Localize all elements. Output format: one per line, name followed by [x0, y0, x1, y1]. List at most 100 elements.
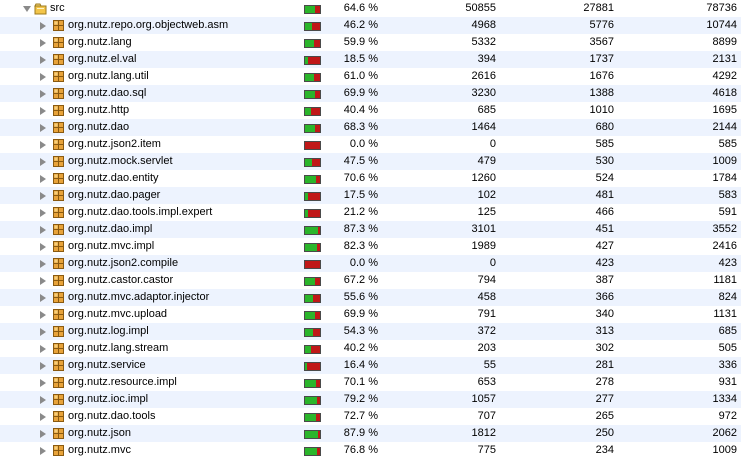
disclosure-triangle-right-icon[interactable] — [39, 378, 46, 387]
disclosure-triangle-right-icon[interactable] — [39, 174, 46, 183]
table-row[interactable]: org.nutz.json 87.9 % 1812 250 2062 — [0, 425, 741, 442]
disclosure-triangle[interactable] — [38, 442, 47, 459]
disclosure-triangle-right-icon[interactable] — [39, 191, 46, 200]
table-row[interactable]: org.nutz.dao.sql 69.9 % 3230 1388 4618 — [0, 85, 741, 102]
disclosure-triangle[interactable] — [38, 204, 47, 221]
disclosure-triangle[interactable] — [38, 221, 47, 238]
disclosure-triangle-right-icon[interactable] — [39, 259, 46, 268]
disclosure-triangle-right-icon[interactable] — [39, 446, 46, 455]
disclosure-triangle-right-icon[interactable] — [39, 412, 46, 421]
coverage-percent: 40.4 % — [343, 104, 378, 116]
disclosure-triangle[interactable] — [38, 272, 47, 289]
table-row[interactable]: org.nutz.mock.servlet 47.5 % 479 530 100… — [0, 153, 741, 170]
disclosure-triangle[interactable] — [38, 170, 47, 187]
disclosure-triangle[interactable] — [38, 340, 47, 357]
disclosure-triangle-down-icon[interactable] — [22, 5, 31, 12]
disclosure-triangle-right-icon[interactable] — [39, 72, 46, 81]
disclosure-triangle-right-icon[interactable] — [39, 429, 46, 438]
disclosure-triangle[interactable] — [38, 51, 47, 68]
coverage-percent: 70.1 % — [343, 376, 378, 388]
coverage-bar-covered — [305, 363, 308, 370]
table-row[interactable]: org.nutz.lang 59.9 % 5332 3567 8899 — [0, 34, 741, 51]
disclosure-triangle-right-icon[interactable] — [39, 361, 46, 370]
disclosure-triangle-right-icon[interactable] — [39, 106, 46, 115]
table-row[interactable]: org.nutz.dao 68.3 % 1464 680 2144 — [0, 119, 741, 136]
table-row[interactable]: org.nutz.dao.tools 72.7 % 707 265 972 — [0, 408, 741, 425]
table-row[interactable]: org.nutz.http 40.4 % 685 1010 1695 — [0, 102, 741, 119]
disclosure-triangle[interactable] — [22, 0, 31, 17]
disclosure-triangle-right-icon[interactable] — [39, 38, 46, 47]
table-row[interactable]: org.nutz.el.val 18.5 % 394 1737 2131 — [0, 51, 741, 68]
disclosure-triangle-right-icon[interactable] — [39, 89, 46, 98]
disclosure-triangle-right-icon[interactable] — [39, 225, 46, 234]
package-icon — [52, 427, 65, 440]
table-row[interactable]: org.nutz.mvc 76.8 % 775 234 1009 — [0, 442, 741, 459]
table-row[interactable]: src 64.6 % 50855 27881 78736 — [0, 0, 741, 17]
element-name: org.nutz.http — [68, 104, 130, 116]
disclosure-triangle-right-icon[interactable] — [39, 123, 46, 132]
coverage-percent: 17.5 % — [343, 189, 378, 201]
disclosure-triangle-right-icon[interactable] — [39, 157, 46, 166]
disclosure-triangle[interactable] — [38, 17, 47, 34]
disclosure-triangle-right-icon[interactable] — [39, 395, 46, 404]
table-row[interactable]: org.nutz.lang.stream 40.2 % 203 302 505 — [0, 340, 741, 357]
table-row[interactable]: org.nutz.json2.item 0.0 % 0 585 585 — [0, 136, 741, 153]
disclosure-triangle-right-icon[interactable] — [39, 242, 46, 251]
total-instructions: 931 — [718, 376, 737, 388]
table-row[interactable]: org.nutz.json2.compile 0.0 % 0 423 423 — [0, 255, 741, 272]
disclosure-triangle[interactable] — [38, 391, 47, 408]
disclosure-triangle[interactable] — [38, 255, 47, 272]
coverage-bar-covered — [305, 414, 316, 421]
package-icon — [52, 376, 65, 389]
disclosure-triangle[interactable] — [38, 374, 47, 391]
element-name: org.nutz.dao.impl — [68, 223, 153, 235]
disclosure-triangle-right-icon[interactable] — [39, 327, 46, 336]
element-name: org.nutz.mvc.adaptor.injector — [68, 291, 210, 303]
table-row[interactable]: org.nutz.resource.impl 70.1 % 653 278 93… — [0, 374, 741, 391]
disclosure-triangle[interactable] — [38, 68, 47, 85]
disclosure-triangle-right-icon[interactable] — [39, 310, 46, 319]
disclosure-triangle[interactable] — [38, 34, 47, 51]
coverage-percent: 16.4 % — [343, 359, 378, 371]
table-row[interactable]: org.nutz.dao.impl 87.3 % 3101 451 3552 — [0, 221, 741, 238]
coverage-bar-covered — [305, 74, 315, 81]
disclosure-triangle[interactable] — [38, 408, 47, 425]
missed-instructions: 1737 — [589, 53, 614, 65]
disclosure-triangle-right-icon[interactable] — [39, 344, 46, 353]
table-row[interactable]: org.nutz.lang.util 61.0 % 2616 1676 4292 — [0, 68, 741, 85]
disclosure-triangle-right-icon[interactable] — [39, 140, 46, 149]
table-row[interactable]: org.nutz.service 16.4 % 55 281 336 — [0, 357, 741, 374]
disclosure-triangle[interactable] — [38, 289, 47, 306]
disclosure-triangle[interactable] — [38, 357, 47, 374]
disclosure-triangle-right-icon[interactable] — [39, 276, 46, 285]
table-row[interactable]: org.nutz.ioc.impl 79.2 % 1057 277 1334 — [0, 391, 741, 408]
table-row[interactable]: org.nutz.dao.entity 70.6 % 1260 524 1784 — [0, 170, 741, 187]
disclosure-triangle[interactable] — [38, 323, 47, 340]
table-row[interactable]: org.nutz.mvc.upload 69.9 % 791 340 1131 — [0, 306, 741, 323]
table-row[interactable]: org.nutz.mvc.adaptor.injector 55.6 % 458… — [0, 289, 741, 306]
disclosure-triangle-right-icon[interactable] — [39, 55, 46, 64]
disclosure-triangle[interactable] — [38, 187, 47, 204]
disclosure-triangle[interactable] — [38, 153, 47, 170]
table-row[interactable]: org.nutz.dao.tools.impl.expert 21.2 % 12… — [0, 204, 741, 221]
package-icon — [52, 274, 65, 287]
disclosure-triangle[interactable] — [38, 136, 47, 153]
disclosure-triangle-right-icon[interactable] — [39, 293, 46, 302]
coverage-percent: 0.0 % — [349, 257, 378, 269]
disclosure-triangle[interactable] — [38, 85, 47, 102]
table-row[interactable]: org.nutz.dao.pager 17.5 % 102 481 583 — [0, 187, 741, 204]
table-row[interactable]: org.nutz.castor.castor 67.2 % 794 387 11… — [0, 272, 741, 289]
disclosure-triangle[interactable] — [38, 425, 47, 442]
table-row[interactable]: org.nutz.mvc.impl 82.3 % 1989 427 2416 — [0, 238, 741, 255]
disclosure-triangle[interactable] — [38, 119, 47, 136]
table-row[interactable]: org.nutz.log.impl 54.3 % 372 313 685 — [0, 323, 741, 340]
disclosure-triangle[interactable] — [38, 306, 47, 323]
package-icon — [52, 240, 65, 253]
disclosure-triangle-right-icon[interactable] — [39, 21, 46, 30]
missed-instructions: 524 — [595, 172, 614, 184]
package-icon — [52, 121, 65, 134]
table-row[interactable]: org.nutz.repo.org.objectweb.asm 46.2 % 4… — [0, 17, 741, 34]
disclosure-triangle[interactable] — [38, 102, 47, 119]
disclosure-triangle-right-icon[interactable] — [39, 208, 46, 217]
disclosure-triangle[interactable] — [38, 238, 47, 255]
